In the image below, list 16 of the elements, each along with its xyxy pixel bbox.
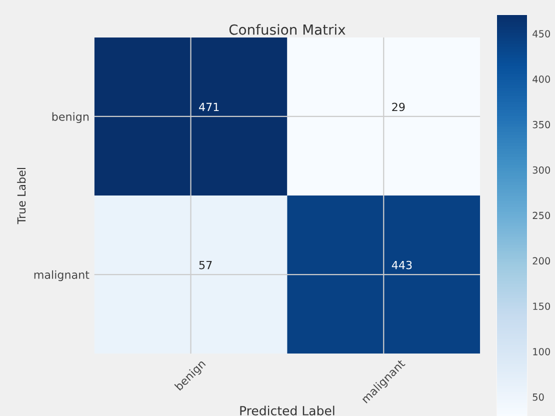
color-bar-label: 400 bbox=[532, 76, 550, 83]
color-bar-label: 200 bbox=[532, 257, 550, 265]
data-label: 29 bbox=[392, 102, 405, 112]
color-bar-label: 300 bbox=[532, 166, 550, 174]
chart-title: Confusion Matrix bbox=[229, 24, 346, 35]
color-bar-label: 250 bbox=[532, 212, 550, 220]
color-bar-label: 150 bbox=[533, 302, 550, 310]
data-label: 57 bbox=[199, 260, 212, 270]
color-bar-label: 350 bbox=[532, 120, 550, 128]
color-bar-label: 450 bbox=[532, 30, 550, 38]
data-label: 471 bbox=[199, 102, 219, 112]
x-axis-title: Predicted Label bbox=[240, 406, 334, 416]
color-bar-label: 50 bbox=[532, 393, 544, 401]
data-label: 443 bbox=[392, 260, 412, 270]
color-bar-label: 100 bbox=[533, 348, 550, 356]
y-axis-title: True Label bbox=[17, 168, 26, 224]
